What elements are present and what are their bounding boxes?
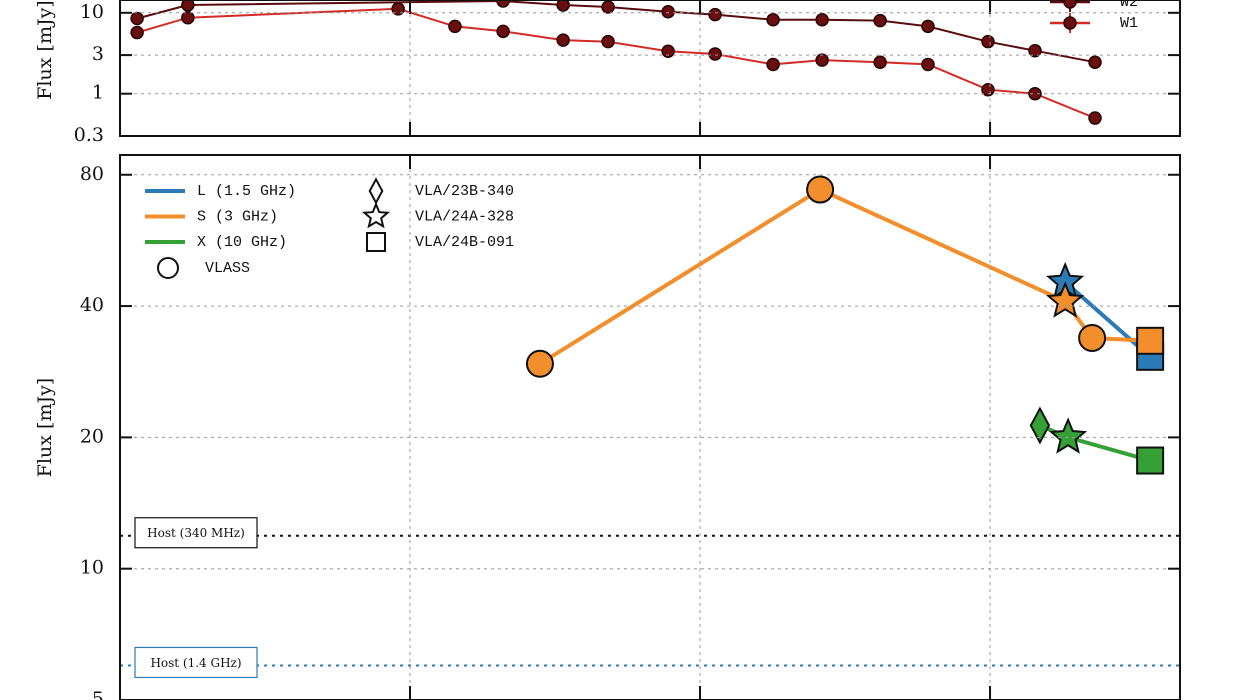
marker [873, 13, 887, 28]
marker [1028, 86, 1042, 101]
marker [921, 57, 935, 72]
marker [766, 13, 780, 27]
marker [708, 7, 722, 22]
plot-area [120, 175, 1180, 667]
marker [1136, 326, 1165, 355]
marker [556, 33, 570, 47]
marker [448, 19, 462, 34]
axes-frame [119, 154, 1181, 700]
legend-label: VLA/24A-328 [415, 208, 514, 225]
legend-label: X (10 GHz) [197, 234, 287, 251]
legend-label: VLASS [205, 260, 250, 277]
marker [157, 257, 179, 279]
marker [661, 5, 675, 19]
marker [815, 13, 829, 27]
reference-label: Host (1.4 GHz) [150, 656, 241, 670]
marker [921, 19, 935, 34]
series-line [136, 7, 1096, 120]
marker [815, 53, 829, 67]
series-line [1063, 280, 1152, 359]
marker [1078, 323, 1107, 352]
marker [981, 82, 995, 97]
marker [806, 175, 835, 204]
legend-label: W2 [1120, 0, 1138, 11]
marker [391, 2, 405, 16]
y-tick-label: 10 [80, 1, 104, 23]
marker [1048, 417, 1088, 454]
marker [661, 44, 675, 58]
marker [708, 47, 722, 61]
marker [873, 55, 887, 69]
marker [1063, 16, 1077, 30]
marker [766, 57, 780, 72]
legend-label: S (3 GHz) [197, 208, 278, 225]
y-tick-label: 80 [80, 163, 104, 185]
y-axis-label: Flux [mJy] [34, 0, 56, 99]
marker [130, 25, 144, 40]
marker [368, 177, 384, 205]
marker [496, 0, 510, 8]
marker [1088, 111, 1102, 125]
marker [1136, 446, 1165, 475]
plot-area [130, 0, 1102, 125]
axes-frame [119, 0, 1181, 137]
marker [361, 201, 391, 229]
y-tick-label: 3 [92, 43, 104, 65]
marker [601, 0, 615, 14]
marker [1029, 406, 1051, 445]
marker [1088, 55, 1102, 69]
marker [181, 0, 195, 12]
legend-label: L (1.5 GHz) [197, 183, 296, 200]
marker [1028, 43, 1042, 58]
series-line [136, 0, 1096, 64]
marker [601, 34, 615, 49]
marker [556, 0, 570, 12]
y-tick-label: 20 [80, 425, 104, 447]
y-tick-label: 1 [92, 82, 104, 104]
y-tick-label: 40 [80, 294, 104, 316]
marker [525, 349, 554, 378]
reference-label: Host (340 MHz) [147, 526, 245, 540]
legend-label: VLA/23B-340 [415, 183, 514, 200]
reference-label-box [134, 517, 258, 549]
legend-label: VLA/24B-091 [415, 234, 514, 251]
marker [130, 11, 144, 26]
marker [496, 24, 510, 39]
legend-label: W1 [1120, 15, 1138, 32]
marker [1046, 281, 1085, 318]
y-axis-label: Flux [mJy] [34, 378, 56, 477]
y-tick-label: 0.3 [74, 124, 104, 146]
y-tick-label: 5 [92, 688, 104, 700]
marker [981, 34, 995, 49]
marker [1063, 0, 1077, 9]
marker [366, 232, 386, 252]
y-tick-label: 10 [80, 557, 104, 579]
marker [181, 10, 195, 25]
reference-label-box [134, 646, 258, 679]
